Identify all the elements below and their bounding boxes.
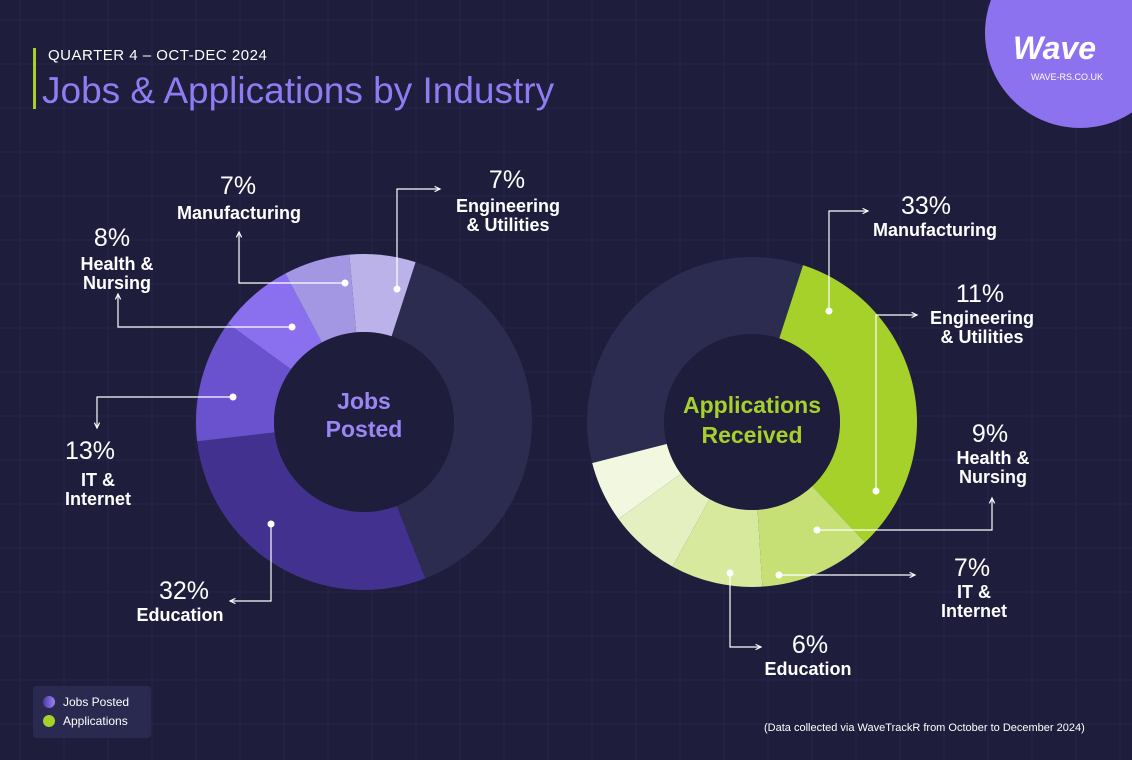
leader-dot	[775, 571, 783, 579]
leader-arrowhead	[114, 292, 122, 300]
center-label-jobs: Posted	[326, 416, 403, 442]
donut-hole	[274, 332, 454, 512]
slice-category-label: Education	[136, 605, 223, 625]
source-note: (Data collected via WaveTrackR from Octo…	[764, 722, 1085, 734]
donut-slice	[586, 257, 803, 464]
slice-category-label: Nursing	[959, 467, 1027, 487]
donut-slice	[349, 254, 416, 337]
slice-percent-label: 33%	[901, 192, 951, 220]
slice-category-label: Manufacturing	[177, 203, 301, 223]
slice-category-label: Engineering	[456, 196, 560, 216]
leader-dot	[813, 526, 821, 534]
donut-slice	[285, 254, 357, 343]
center-label-applications: Received	[701, 422, 802, 448]
donut-slice	[618, 473, 710, 567]
donut-slice	[227, 273, 322, 370]
center-label-applications: Applications	[683, 392, 821, 418]
slice-category-label: Engineering	[930, 308, 1034, 328]
leader-arrowhead	[93, 422, 101, 430]
slice-percent-label: 6%	[792, 631, 828, 659]
slice-category-label: Manufacturing	[873, 220, 997, 240]
logo-url: WAVE-RS.CO.UK	[1031, 72, 1104, 82]
slice-category-label: IT &	[957, 582, 991, 602]
leader-arrowhead	[911, 311, 919, 319]
legend-label-jobs: Jobs Posted	[63, 695, 130, 709]
leader-dot	[288, 323, 296, 331]
slice-percent-label: 8%	[94, 224, 130, 252]
leader-arrowhead	[434, 185, 442, 193]
slice-percent-label: 7%	[954, 554, 990, 582]
slice-percent-label: 9%	[972, 420, 1008, 448]
slice-category-label: & Utilities	[940, 327, 1023, 347]
leader-line	[96, 396, 233, 428]
leader-arrowhead	[862, 207, 870, 215]
slice-percent-label: 7%	[489, 166, 525, 194]
title-accent-bar	[33, 48, 36, 109]
leader-line	[875, 314, 917, 491]
leader-line	[396, 188, 440, 289]
slice-category-label: IT &	[81, 470, 115, 490]
slice-percent-label: 32%	[159, 577, 209, 605]
legend-swatch-applications	[43, 715, 55, 727]
slice-category-label: Internet	[941, 601, 1007, 621]
slice-category-label: Education	[764, 659, 851, 679]
slice-percent-label: 7%	[220, 172, 256, 200]
donut-slice	[779, 265, 917, 543]
legend: Jobs Posted Applications	[33, 686, 151, 738]
applications-received-donut: ApplicationsReceived33%Manufacturing11%E…	[586, 192, 1034, 679]
donut-slice	[197, 432, 426, 590]
donut-hole	[664, 334, 840, 510]
leader-dot	[229, 393, 237, 401]
leader-dot	[726, 569, 734, 577]
slice-category-label: Health &	[80, 254, 153, 274]
page-title: Jobs & Applications by Industry	[42, 70, 555, 111]
donut-slice	[391, 262, 532, 579]
donut-slice	[592, 443, 681, 519]
slice-percent-label: 11%	[956, 280, 1004, 308]
leader-line	[729, 573, 761, 648]
leader-dot	[872, 487, 880, 495]
legend-swatch-jobs	[43, 696, 55, 708]
logo-wordmark: Wave	[1013, 30, 1097, 66]
leader-dot	[393, 285, 401, 293]
leader-dot	[341, 279, 349, 287]
leader-dot	[825, 307, 833, 315]
leader-line	[238, 232, 345, 284]
leader-line	[817, 498, 993, 531]
leader-line	[828, 210, 868, 311]
subtitle: QUARTER 4 – OCT-DEC 2024	[48, 47, 268, 64]
leader-arrowhead	[988, 496, 996, 504]
center-label-jobs: Jobs	[337, 388, 391, 414]
slice-category-label: Nursing	[83, 273, 151, 293]
legend-item-applications: Applications	[43, 714, 128, 728]
slice-percent-label: 13%	[65, 437, 115, 465]
leader-dot	[267, 520, 275, 528]
legend-item-jobs: Jobs Posted	[43, 695, 129, 709]
slice-category-label: & Utilities	[466, 215, 549, 235]
donut-slice	[757, 486, 865, 587]
donut-slice	[672, 499, 763, 588]
slice-category-label: Internet	[65, 489, 131, 509]
leader-line	[117, 294, 292, 328]
donut-slice	[196, 323, 292, 442]
leader-line	[230, 524, 272, 602]
leader-arrowhead	[228, 597, 236, 605]
leader-arrowhead	[755, 643, 763, 651]
slice-category-label: Health &	[956, 448, 1029, 468]
legend-label-applications: Applications	[63, 714, 128, 728]
leader-arrowhead	[909, 571, 917, 579]
leader-arrowhead	[235, 230, 243, 238]
